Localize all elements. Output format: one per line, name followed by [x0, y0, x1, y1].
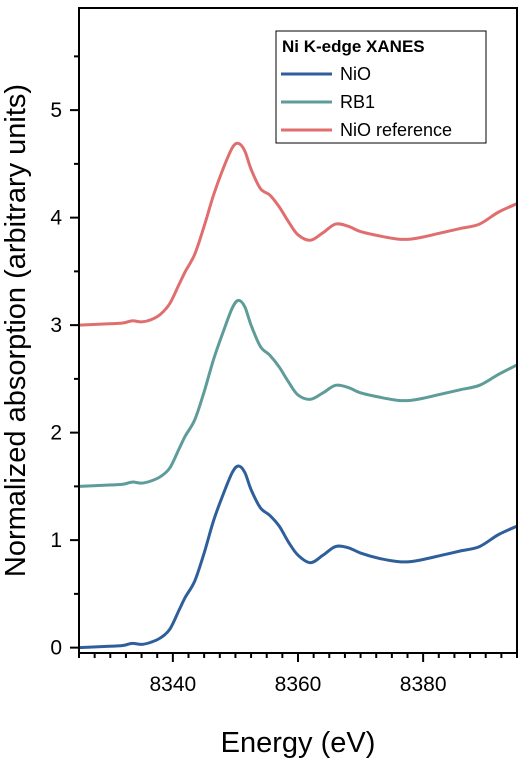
y-tick-label: 5	[50, 99, 62, 122]
x-tick-label: 8380	[400, 673, 447, 696]
legend-label: NiO reference	[340, 120, 452, 140]
legend-label: NiO	[340, 64, 371, 84]
series-line-2	[78, 298, 518, 488]
legend-title: Ni K-edge XANES	[282, 37, 425, 56]
plot-lines	[78, 141, 518, 650]
x-tick-label: 8360	[275, 673, 322, 696]
y-tick-label: 1	[50, 529, 62, 552]
y-tick-label: 2	[50, 422, 62, 445]
y-tick-label: 0	[50, 637, 62, 660]
y-axis-title: Normalized absorption (arbitrary units)	[0, 84, 32, 577]
series-line-3	[78, 141, 518, 327]
legend: Ni K-edge XANES NiO RB1 NiO reference	[275, 30, 487, 144]
legend-label: RB1	[340, 92, 375, 112]
series-line-1	[78, 464, 518, 650]
x-axis-title: Energy (eV)	[221, 727, 376, 759]
y-tick-label: 3	[50, 314, 62, 337]
legend-box	[275, 30, 487, 144]
axis-ticks: 0 1 2 3 4 5 8340 8360 8380	[50, 55, 518, 696]
y-tick-label: 4	[50, 207, 62, 230]
legend-items: NiO RB1 NiO reference	[281, 64, 452, 140]
x-tick-label: 8340	[149, 673, 196, 696]
